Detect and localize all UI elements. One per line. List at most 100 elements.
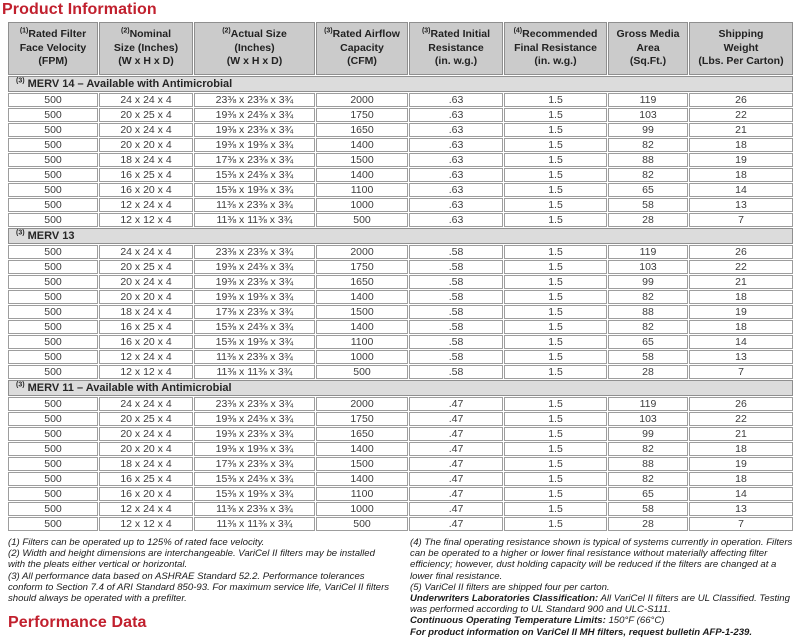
table-cell: 1000	[316, 350, 408, 364]
table-cell: 82	[608, 168, 688, 182]
table-cell: 1.5	[504, 365, 607, 379]
table-cell: 1750	[316, 412, 408, 426]
table-cell: 500	[8, 260, 98, 274]
column-header-2: (2)Actual Size (Inches) (W x H x D)	[194, 22, 315, 75]
table-cell: .58	[409, 305, 503, 319]
table-cell: 1100	[316, 183, 408, 197]
table-cell: 99	[608, 275, 688, 289]
table-cell: 17⅜ x 23⅜ x 3¾	[194, 457, 315, 471]
table-row: 500 20 x 20 x 4 19⅜ x 19⅜ x 3¾ 1400.63 1.5 82…	[8, 138, 793, 152]
table-cell: 1.5	[504, 93, 607, 107]
table-cell: 1.5	[504, 245, 607, 259]
table-cell: 1750	[316, 260, 408, 274]
section-band-row-2: (3) MERV 11 – Available with Antimicrobi…	[8, 380, 793, 396]
table-cell: .63	[409, 183, 503, 197]
table-row: 500 24 x 24 x 4 23⅜ x 23⅜ x 3¾ 2000.63 1.5 11…	[8, 93, 793, 107]
table-cell: .47	[409, 517, 503, 531]
table-row: 500 20 x 24 x 4 19⅜ x 23⅜ x 3¾ 1650.58 1.5 99…	[8, 275, 793, 289]
column-header-7: Shipping Weight (Lbs. Per Carton)	[689, 22, 793, 75]
table-cell: .47	[409, 412, 503, 426]
table-cell: 15⅜ x 24⅜ x 3¾	[194, 320, 315, 334]
table-cell: 103	[608, 260, 688, 274]
table-cell: 1750	[316, 108, 408, 122]
table-cell: 1650	[316, 275, 408, 289]
table-cell: 19	[689, 457, 793, 471]
table-cell: 15⅜ x 24⅜ x 3¾	[194, 168, 315, 182]
footnote-right-4: Continuous Operating Temperature Limits:…	[410, 615, 665, 627]
table-cell: .47	[409, 457, 503, 471]
table-cell: 1500	[316, 153, 408, 167]
table-cell: 1.5	[504, 168, 607, 182]
table-cell: 20 x 24 x 4	[99, 275, 193, 289]
table-cell: 1400	[316, 472, 408, 486]
table-cell: 1100	[316, 487, 408, 501]
table-cell: 19⅜ x 23⅜ x 3¾	[194, 123, 315, 137]
table-cell: 19	[689, 305, 793, 319]
header-row: (1)Rated Filter Face Velocity (FPM) (2)No…	[8, 22, 793, 75]
table-cell: 21	[689, 427, 793, 441]
table-cell: 1400	[316, 138, 408, 152]
table-cell: 2000	[316, 245, 408, 259]
table-cell: 1.5	[504, 517, 607, 531]
table-cell: 1100	[316, 335, 408, 349]
table-cell: 14	[689, 487, 793, 501]
table-cell: 119	[608, 245, 688, 259]
table-cell: .63	[409, 138, 503, 152]
table-cell: .63	[409, 123, 503, 137]
table-cell: 1650	[316, 123, 408, 137]
table-cell: 500	[8, 320, 98, 334]
section-header: (3) MERV 13	[8, 228, 793, 244]
table-cell: .58	[409, 320, 503, 334]
table-cell: 1.5	[504, 487, 607, 501]
table-cell: 19⅜ x 19⅜ x 3¾	[194, 442, 315, 456]
footnote-lead: For product information on VariCel II MH…	[410, 626, 753, 638]
table-row: 500 12 x 24 x 4 11⅜ x 23⅜ x 3¾ 1000.58 1.5 58…	[8, 350, 793, 364]
table-row: 500 18 x 24 x 4 17⅜ x 23⅜ x 3¾ 1500.58 1.5 88…	[8, 305, 793, 319]
table-cell: 1.5	[504, 183, 607, 197]
table-cell: 20 x 20 x 4	[99, 442, 193, 456]
table-cell: 18	[689, 472, 793, 486]
table-cell: 88	[608, 153, 688, 167]
table-cell: 7	[689, 365, 793, 379]
table-cell: 26	[689, 397, 793, 411]
table-row: 500 18 x 24 x 4 17⅜ x 23⅜ x 3¾ 1500.63 1.5 88…	[8, 153, 793, 167]
table-cell: 1.5	[504, 335, 607, 349]
table-cell: 500	[8, 168, 98, 182]
table-cell: 119	[608, 397, 688, 411]
table-cell: 15⅜ x 19⅜ x 3¾	[194, 335, 315, 349]
table-cell: 19⅜ x 19⅜ x 3¾	[194, 138, 315, 152]
table-cell: 20 x 24 x 4	[99, 123, 193, 137]
footnote-right-5: For product information on VariCel II MH…	[410, 627, 794, 638]
table-cell: 20 x 24 x 4	[99, 427, 193, 441]
table-cell: .47	[409, 427, 503, 441]
table-cell: 16 x 20 x 4	[99, 335, 193, 349]
table-row: 500 12 x 12 x 4 11⅜ x 11⅜ x 3¾ 500.47 1.5 28 7	[8, 517, 793, 531]
table-cell: 2000	[316, 93, 408, 107]
table-cell: 500	[8, 290, 98, 304]
column-header-0: (1)Rated Filter Face Velocity (FPM)	[8, 22, 98, 75]
table-cell: 19⅜ x 23⅜ x 3¾	[194, 427, 315, 441]
table-cell: .63	[409, 153, 503, 167]
table-cell: 19⅜ x 23⅜ x 3¾	[194, 275, 315, 289]
table-cell: 13	[689, 198, 793, 212]
table-cell: 12 x 24 x 4	[99, 350, 193, 364]
table-cell: 500	[8, 213, 98, 227]
table-cell: 1.5	[504, 275, 607, 289]
table-cell: 11⅜ x 23⅜ x 3¾	[194, 502, 315, 516]
table-cell: 1.5	[504, 153, 607, 167]
table-cell: 1.5	[504, 305, 607, 319]
table-cell: 500	[8, 198, 98, 212]
table-cell: .58	[409, 275, 503, 289]
table-cell: 500	[316, 213, 408, 227]
table-cell: 26	[689, 245, 793, 259]
table-cell: 82	[608, 320, 688, 334]
table-cell: 1.5	[504, 427, 607, 441]
section-band-row-1: (3) MERV 13	[8, 228, 793, 244]
table-cell: .63	[409, 168, 503, 182]
table-cell: 103	[608, 108, 688, 122]
footnote-right-3: Underwriters Laboratories Classification…	[410, 593, 790, 616]
table-row: 500 20 x 25 x 4 19⅜ x 24⅜ x 3¾ 1750.47 1.5 10…	[8, 412, 793, 426]
table-cell: .47	[409, 397, 503, 411]
footnotes: (1) Filters can be operated up to 125% o…	[8, 537, 794, 638]
